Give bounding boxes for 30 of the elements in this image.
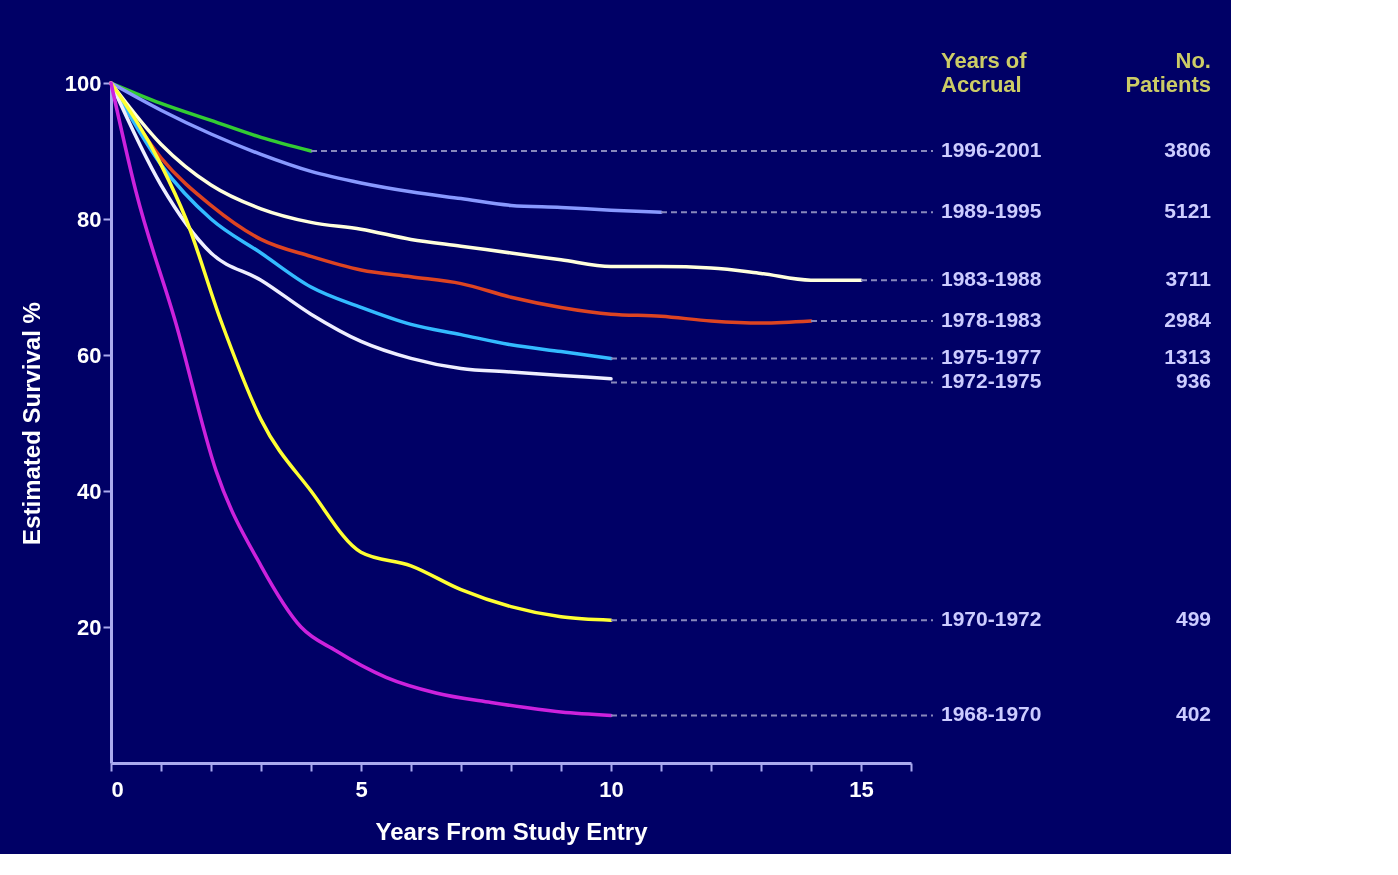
text: 1989-1995 bbox=[941, 199, 1042, 223]
text: 1313 bbox=[1164, 345, 1211, 369]
text: 1975-1977 bbox=[941, 345, 1042, 369]
legend-title: Years of Accrual bbox=[941, 48, 1028, 97]
text: 3711 bbox=[1165, 267, 1212, 291]
x-tick-label: 10 bbox=[599, 776, 624, 802]
text: No. Patients bbox=[1125, 48, 1211, 97]
text: 1983-1988 bbox=[941, 267, 1042, 291]
text: 1996-2001 bbox=[941, 138, 1042, 161]
line-series bbox=[109, 81, 613, 718]
y-tick-label: 40 bbox=[77, 478, 102, 504]
x-tick-label: 15 bbox=[849, 776, 874, 802]
text: 1978-1983 bbox=[941, 308, 1042, 331]
x-tick-label: 0 bbox=[111, 776, 124, 802]
text: 1970-1972 bbox=[941, 607, 1042, 631]
text: 3806 bbox=[1164, 138, 1211, 161]
text: 499 bbox=[1175, 607, 1211, 631]
text: 1972-1975 bbox=[941, 369, 1042, 393]
y-tick-label: 20 bbox=[77, 614, 102, 640]
y-axis-title: Estimated Survival % bbox=[17, 302, 45, 545]
text: 936 bbox=[1175, 369, 1211, 393]
text: 1968-1970 bbox=[941, 702, 1042, 726]
y-tick-label: 80 bbox=[77, 206, 102, 232]
x-tick-label: 5 bbox=[355, 776, 368, 802]
text: 2984 bbox=[1164, 308, 1212, 331]
x-axis-title: Years From Study Entry bbox=[375, 817, 649, 845]
y-tick-label: 100 bbox=[64, 70, 102, 96]
text: 5121 bbox=[1164, 199, 1212, 223]
text: 402 bbox=[1175, 702, 1211, 726]
y-tick-label: 60 bbox=[77, 342, 102, 368]
